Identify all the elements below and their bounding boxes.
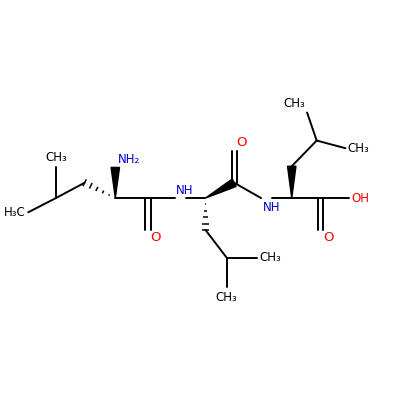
- Text: CH₃: CH₃: [216, 291, 238, 304]
- Polygon shape: [288, 166, 296, 198]
- Text: CH₃: CH₃: [348, 142, 370, 155]
- Text: NH: NH: [176, 184, 194, 196]
- Text: CH₃: CH₃: [260, 251, 281, 264]
- Text: O: O: [150, 232, 161, 244]
- Text: CH₃: CH₃: [283, 97, 305, 110]
- Polygon shape: [111, 167, 120, 198]
- Text: O: O: [323, 232, 334, 244]
- Polygon shape: [206, 179, 236, 198]
- Text: CH₃: CH₃: [45, 150, 67, 164]
- Text: NH: NH: [262, 201, 280, 214]
- Text: NH₂: NH₂: [118, 153, 140, 166]
- Text: OH: OH: [352, 192, 370, 204]
- Text: O: O: [236, 136, 247, 149]
- Text: H₃C: H₃C: [4, 206, 26, 219]
